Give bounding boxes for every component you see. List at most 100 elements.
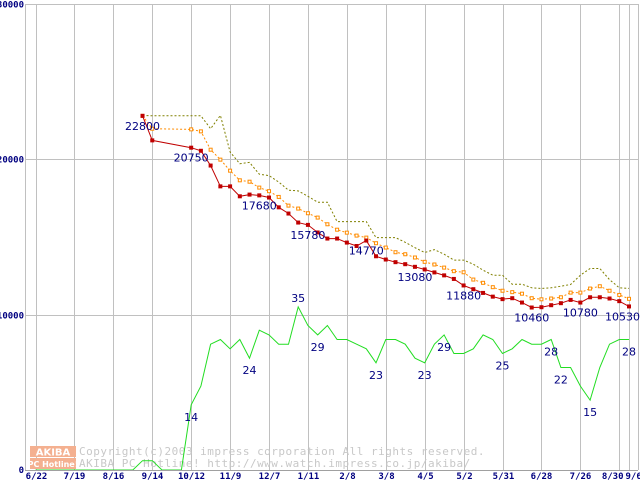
average-price-line [142,115,630,300]
price-label: 14770 [349,245,384,258]
x-tick-label: 11/9 [220,472,242,480]
min-price-point [257,193,262,198]
average-price-point [267,189,272,194]
min-price-point [296,220,301,225]
y-tick-label: 0 [19,466,24,476]
min-price-point [393,260,398,265]
average-price-point [218,157,223,162]
average-price-point [627,296,631,301]
x-tick-label: 7/19 [64,472,86,480]
average-price-point [247,179,252,184]
average-price-point [539,297,544,302]
price-label: 22800 [125,120,160,133]
count-label: 15 [583,406,597,419]
site-url-text: AKIBA PC Hotline! http://www.watch.impre… [79,457,471,470]
min-price-point [432,270,437,275]
average-price-point [403,252,408,257]
y-tick-label: 10000 [0,312,24,322]
min-price-point [198,148,203,153]
y-tick-label: 20000 [0,156,24,166]
x-tick-label: 5/31 [493,472,515,480]
min-price-point [247,192,252,197]
logo-top-text: AKIBA [36,448,71,459]
min-price-point [422,267,427,272]
average-price-point [315,215,320,220]
average-price-point [549,296,554,301]
average-price-point [393,250,398,255]
average-price-point [412,255,417,260]
count-label: 25 [496,360,510,373]
x-tick-label: 4/5 [417,472,433,480]
x-tick-label: 6/28 [531,472,553,480]
count-label: 28 [544,346,558,359]
grid [25,4,639,470]
average-price-point [607,288,612,293]
min-price-point [218,184,223,189]
average-price-point [422,259,427,264]
x-tick-label: 10/12 [178,472,205,480]
average-price-point [588,286,593,291]
price-label: 11880 [446,289,481,302]
min-price-point [471,287,476,292]
average-price-point [286,203,291,208]
count-label: 35 [291,292,305,305]
average-price-point [617,292,622,297]
average-price-point [442,265,447,270]
average-price-point [228,168,233,173]
average-price-point [490,285,495,290]
min-price-point [354,244,359,249]
x-tick-label: 9/14 [142,472,164,480]
price-label: 15780 [290,229,325,242]
price-label: 10460 [514,312,549,325]
shop-count-line [35,305,629,471]
x-tick-label: 3/8 [378,472,394,480]
average-price-point [500,288,505,293]
x-tick-label: 8/30 [602,472,624,480]
min-price-line [142,115,630,309]
min-price-point [189,145,194,150]
x-tick-label: 5/2 [456,472,472,480]
min-price-point [412,264,417,269]
min-price-point [335,236,340,241]
min-price-point [325,236,330,241]
average-price-point [471,277,476,282]
min-price-point [519,300,524,305]
average-price-point [461,270,466,275]
x-tick-label: 12/7 [259,472,281,480]
x-tick-label: 9/6 [626,472,640,480]
count-label: 29 [311,341,325,354]
min-price-point [344,240,349,245]
average-price-point [568,290,573,295]
min-price-point [578,300,583,305]
count-label: 14 [184,411,198,424]
average-price-point [276,194,281,199]
logo-top-box [30,446,76,457]
min-price-point [481,290,486,295]
copyright-text: Copyright(c)2003 impress corporation All… [79,445,485,458]
min-price-point [403,262,408,267]
min-price-point [140,113,145,118]
average-price-point [558,295,563,300]
average-price-point [519,291,524,296]
average-price-point [597,284,602,289]
min-price-point [617,299,622,304]
price-label: 20750 [174,152,209,165]
min-price-point [500,297,505,302]
logo-bottom-box [30,458,76,469]
min-price-point [267,195,272,200]
min-price-point [597,295,602,300]
min-price-point [228,184,233,189]
min-price-point [568,297,573,302]
average-price-point [335,227,340,232]
min-price-point [451,276,456,281]
min-price-point [558,301,563,306]
data-labels: 22800 20750 17680 15780 14770 13080 11880 10460… [125,120,640,424]
x-tick-label: 1/11 [298,472,320,480]
price-label: 17680 [242,199,277,212]
min-price-point [237,194,242,199]
average-price-point [208,147,213,152]
max-price-line [142,114,630,289]
min-price-point [627,304,631,309]
